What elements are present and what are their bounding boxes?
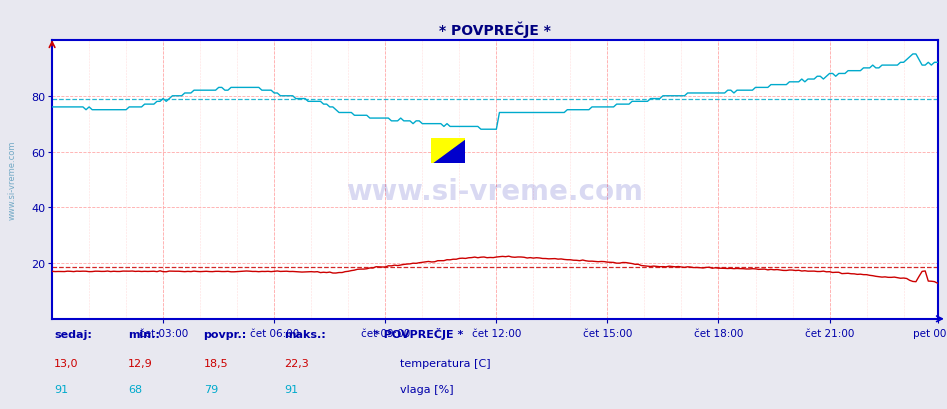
Text: povpr.:: povpr.: <box>204 329 247 339</box>
Text: 18,5: 18,5 <box>204 358 228 368</box>
Polygon shape <box>431 139 465 164</box>
Text: 79: 79 <box>204 384 218 394</box>
Title: * POVPREČJE *: * POVPREČJE * <box>438 22 551 38</box>
Text: 13,0: 13,0 <box>54 358 79 368</box>
Polygon shape <box>431 139 465 164</box>
Text: * POVPREČJE *: * POVPREČJE * <box>374 328 463 339</box>
Text: temperatura [C]: temperatura [C] <box>400 358 491 368</box>
Text: sedaj:: sedaj: <box>54 329 92 339</box>
Text: 22,3: 22,3 <box>284 358 309 368</box>
Text: 68: 68 <box>128 384 142 394</box>
Text: www.si-vreme.com: www.si-vreme.com <box>8 140 17 220</box>
Text: min.:: min.: <box>128 329 160 339</box>
Text: maks.:: maks.: <box>284 329 326 339</box>
Text: www.si-vreme.com: www.si-vreme.com <box>347 177 643 205</box>
Text: 12,9: 12,9 <box>128 358 152 368</box>
Text: 91: 91 <box>54 384 68 394</box>
Text: 91: 91 <box>284 384 298 394</box>
Text: vlaga [%]: vlaga [%] <box>400 384 454 394</box>
